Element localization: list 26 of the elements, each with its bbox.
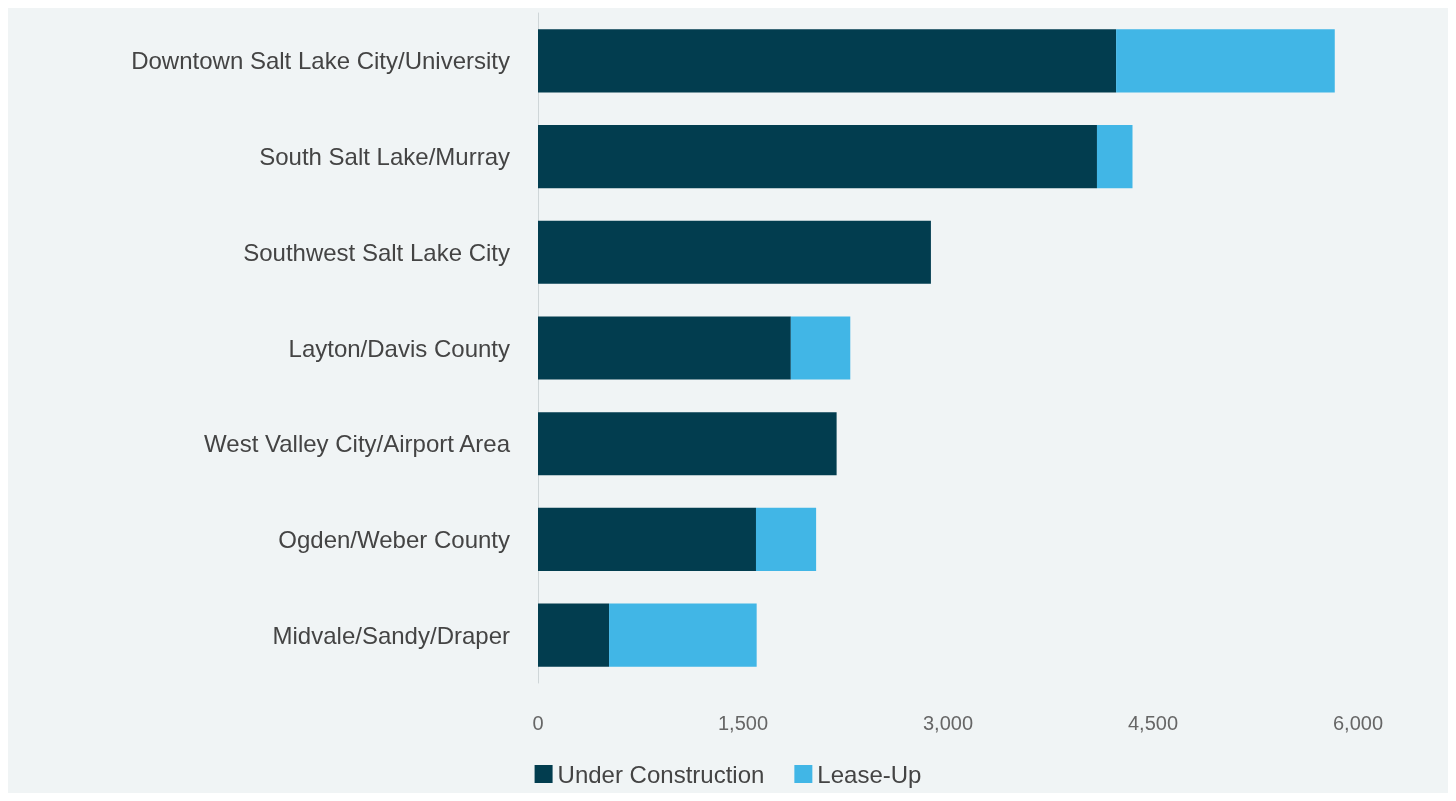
y-tick-label: Southwest Salt Lake City <box>243 238 510 266</box>
x-tick-label: 6,000 <box>1332 712 1384 734</box>
y-tick-label: West Valley City/Airport Area <box>204 430 511 458</box>
bar <box>609 603 757 667</box>
bar <box>1096 124 1133 189</box>
legend-label: Under Construction <box>557 760 765 788</box>
y-tick-label: Ogden/Weber County <box>278 525 510 553</box>
bar <box>1116 29 1335 93</box>
legend-label: Lease-Up <box>817 760 922 788</box>
bar <box>538 316 791 380</box>
bar <box>538 29 1117 93</box>
y-tick-label: Layton/Davis County <box>288 334 510 362</box>
bar <box>790 316 851 380</box>
y-tick-label: Downtown Salt Lake City/University <box>131 47 510 75</box>
x-tick-label: 0 <box>532 712 544 734</box>
x-tick-label: 1,500 <box>717 712 769 734</box>
y-tick-label: Midvale/Sandy/Draper <box>272 621 510 649</box>
x-tick-label: 3,000 <box>922 712 974 734</box>
bar <box>538 507 756 572</box>
bar <box>538 220 931 284</box>
bar <box>755 507 817 572</box>
x-tick-label: 4,500 <box>1127 712 1179 734</box>
bar <box>538 603 610 667</box>
y-tick-label: South Salt Lake/Murray <box>259 143 510 171</box>
bar <box>538 412 837 476</box>
bar <box>538 124 1097 189</box>
